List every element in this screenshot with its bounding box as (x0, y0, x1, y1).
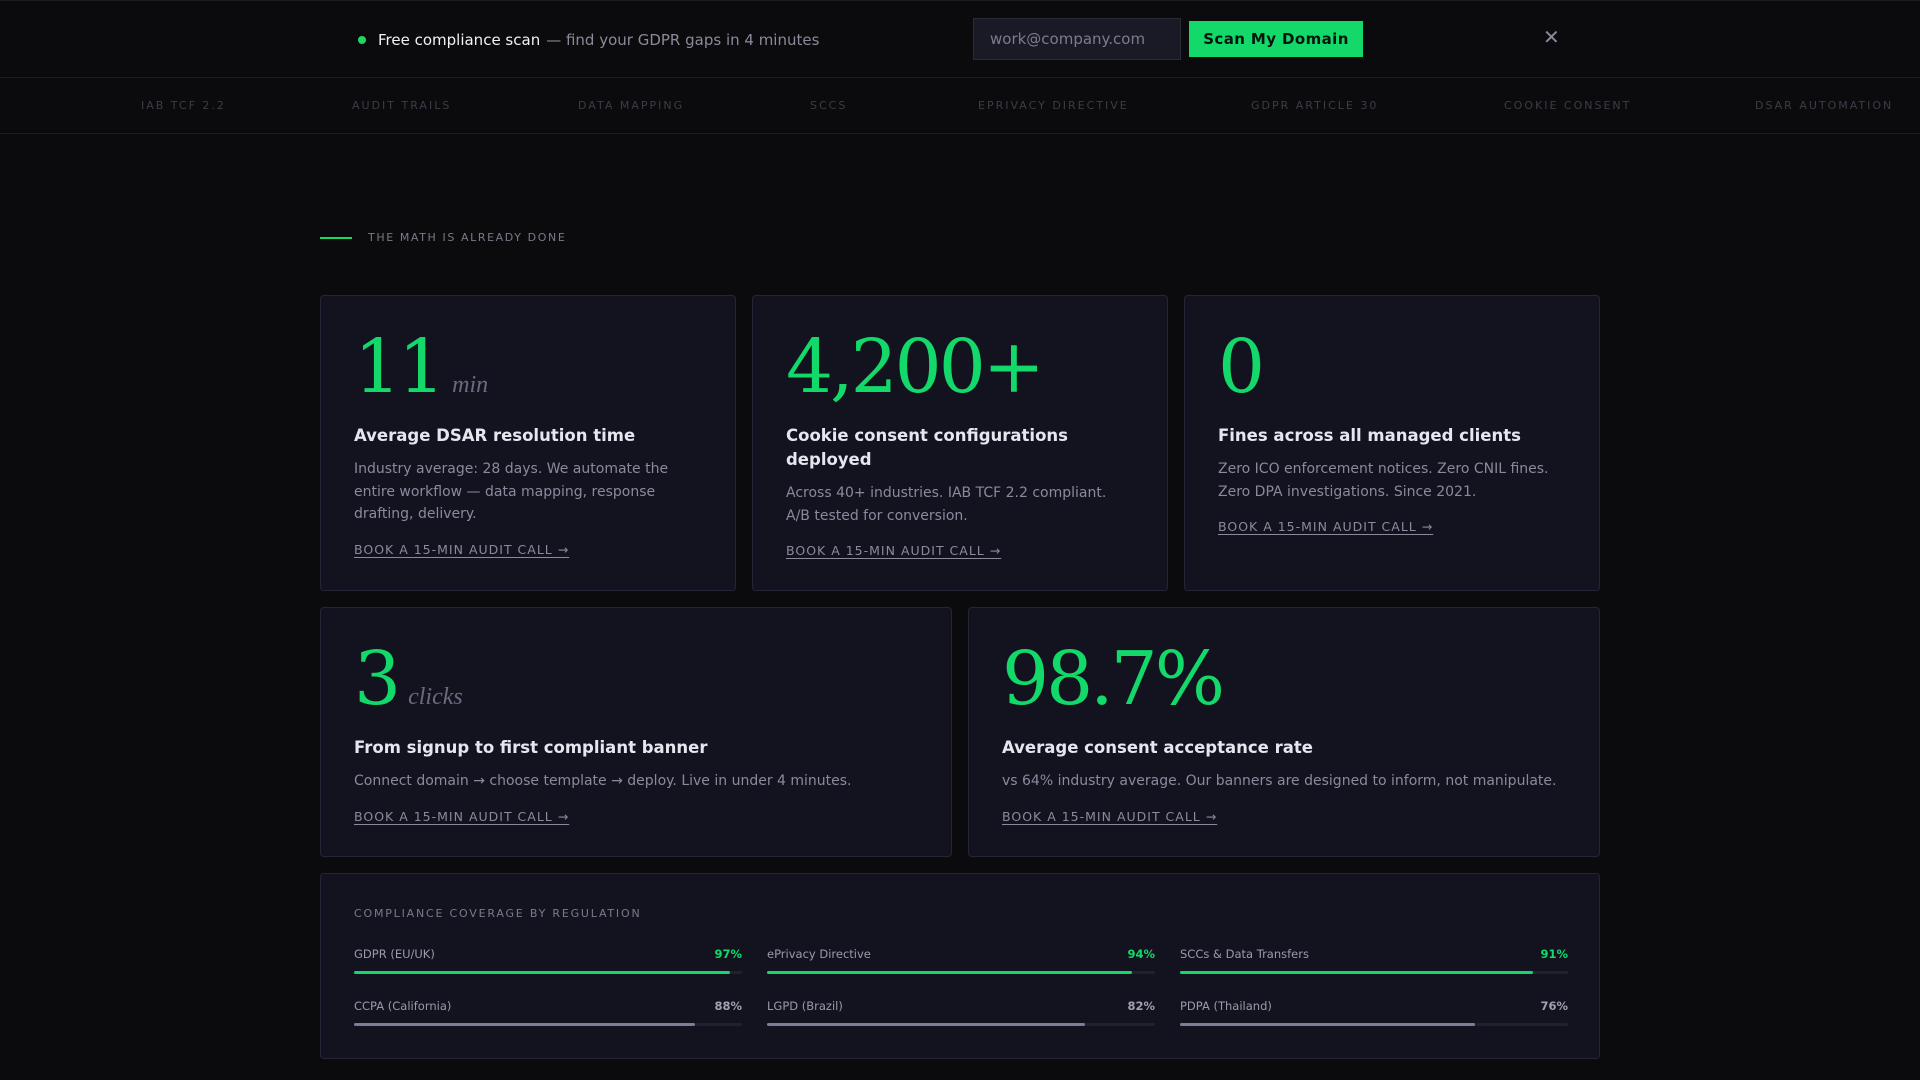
stat-value: 98.7% (1002, 642, 1566, 716)
coverage-bar-fill (354, 1023, 696, 1026)
coverage-percent: 82% (1127, 999, 1155, 1013)
promo-message: Free compliance scan — find your GDPR ga… (358, 31, 819, 49)
ticker-item: DSAR AUTOMATION (1755, 99, 1894, 112)
coverage-bar (767, 971, 1155, 974)
stat-title: Cookie consent configurations deployed (786, 426, 1068, 469)
stat-description: Zero ICO enforcement notices. Zero CNIL … (1218, 461, 1549, 500)
coverage-bar (354, 971, 742, 974)
stat-description: vs 64% industry average. Our banners are… (1002, 773, 1557, 789)
coverage-label: LGPD (Brazil) (767, 999, 843, 1013)
book-audit-link[interactable]: BOOK A 15-MIN AUDIT CALL → (786, 543, 1002, 558)
ticker-item: IAB TCF 2.2 (141, 99, 226, 112)
ticker-item: SCCS (810, 99, 848, 112)
scan-domain-button[interactable]: Scan My Domain (1189, 21, 1363, 57)
coverage-percent: 94% (1127, 947, 1155, 961)
stat-card-fines: 0 Fines across all managed clients Zero … (1184, 295, 1600, 591)
stat-value: 4,200+ (786, 330, 1134, 404)
stat-description: Industry average: 28 days. We automate t… (354, 461, 669, 522)
book-audit-link[interactable]: BOOK A 15-MIN AUDIT CALL → (354, 541, 570, 557)
coverage-item-sccs: SCCs & Data Transfers 91% (1180, 947, 1568, 974)
stat-number: 0 (1218, 324, 1265, 410)
stat-description: Connect domain → choose template → deplo… (354, 773, 852, 789)
close-icon[interactable]: ✕ (1543, 25, 1560, 49)
stat-value: 3 clicks (354, 642, 918, 716)
email-input[interactable] (973, 18, 1181, 60)
coverage-bar (354, 1023, 742, 1026)
coverage-bar (1180, 1023, 1568, 1026)
stat-unit: min (452, 372, 489, 398)
coverage-card: COMPLIANCE COVERAGE BY REGULATION GDPR (… (320, 873, 1600, 1059)
ticker-item: GDPR ARTICLE 30 (1251, 99, 1379, 112)
coverage-label: GDPR (EU/UK) (354, 947, 435, 961)
ticker-item: AUDIT TRAILS (352, 99, 452, 112)
coverage-bar (1180, 971, 1568, 974)
ticker-item: N (0, 99, 2, 112)
ticker-item: EPRIVACY DIRECTIVE (978, 99, 1129, 112)
stat-number: 11 (354, 324, 445, 410)
coverage-percent: 88% (714, 999, 742, 1013)
stat-title: Average consent acceptance rate (1002, 738, 1313, 757)
coverage-item-pdpa: PDPA (Thailand) 76% (1180, 999, 1568, 1026)
ticker-item: COOKIE CONSENT (1504, 99, 1632, 112)
coverage-item-ccpa: CCPA (California) 88% (354, 999, 742, 1026)
ticker-item: DATA MAPPING (578, 99, 685, 112)
book-audit-link[interactable]: BOOK A 15-MIN AUDIT CALL → (1218, 519, 1434, 534)
section-eyebrow: THE MATH IS ALREADY DONE (320, 231, 566, 244)
coverage-bar-fill (767, 1023, 1086, 1026)
coverage-item-eprivacy: ePrivacy Directive 94% (767, 947, 1155, 974)
coverage-bar-fill (1180, 1023, 1475, 1026)
stat-card-clicks: 3 clicks From signup to first compliant … (320, 607, 952, 857)
promo-highlight: Free compliance scan (378, 31, 541, 49)
coverage-bar-fill (767, 971, 1132, 974)
coverage-label: SCCs & Data Transfers (1180, 947, 1309, 961)
coverage-bar-fill (1180, 971, 1534, 974)
stat-number: 4,200+ (786, 324, 1045, 410)
stat-unit: clicks (408, 684, 463, 710)
stat-title: Average DSAR resolution time (354, 426, 636, 445)
stat-number: 98.7% (1002, 636, 1225, 722)
live-dot-icon (358, 36, 366, 44)
stat-title: From signup to first compliant banner (354, 738, 708, 757)
coverage-percent: 91% (1540, 947, 1568, 961)
section-label-text: THE MATH IS ALREADY DONE (368, 231, 567, 244)
promo-bar: Free compliance scan — find your GDPR ga… (0, 0, 1920, 78)
coverage-bar (767, 1023, 1155, 1026)
coverage-percent: 76% (1540, 999, 1568, 1013)
coverage-item-gdpr: GDPR (EU/UK) 97% (354, 947, 742, 974)
stat-value: 0 (1218, 330, 1566, 404)
book-audit-link[interactable]: BOOK A 15-MIN AUDIT CALL → (354, 808, 570, 824)
stat-card-cookie: 4,200+ Cookie consent configurations dep… (752, 295, 1168, 591)
coverage-title: COMPLIANCE COVERAGE BY REGULATION (354, 907, 642, 920)
coverage-label: ePrivacy Directive (767, 947, 871, 961)
coverage-label: PDPA (Thailand) (1180, 999, 1272, 1013)
keyword-ticker: N IAB TCF 2.2 AUDIT TRAILS DATA MAPPING … (0, 78, 1920, 134)
coverage-bar-fill (354, 971, 731, 974)
stat-card-dsar: 11 min Average DSAR resolution time Indu… (320, 295, 736, 591)
stat-value: 11 min (354, 330, 702, 404)
stat-description: Across 40+ industries. IAB TCF 2.2 compl… (786, 485, 1107, 524)
coverage-percent: 97% (714, 947, 742, 961)
stat-card-acceptance: 98.7% Average consent acceptance rate vs… (968, 607, 1600, 857)
coverage-item-lgpd: LGPD (Brazil) 82% (767, 999, 1155, 1026)
book-audit-link[interactable]: BOOK A 15-MIN AUDIT CALL → (1002, 808, 1218, 824)
eyebrow-line (320, 236, 352, 239)
promo-rest: — find your GDPR gaps in 4 minutes (546, 31, 820, 49)
stat-title: Fines across all managed clients (1218, 426, 1521, 445)
coverage-label: CCPA (California) (354, 999, 452, 1013)
stat-number: 3 (354, 636, 401, 722)
